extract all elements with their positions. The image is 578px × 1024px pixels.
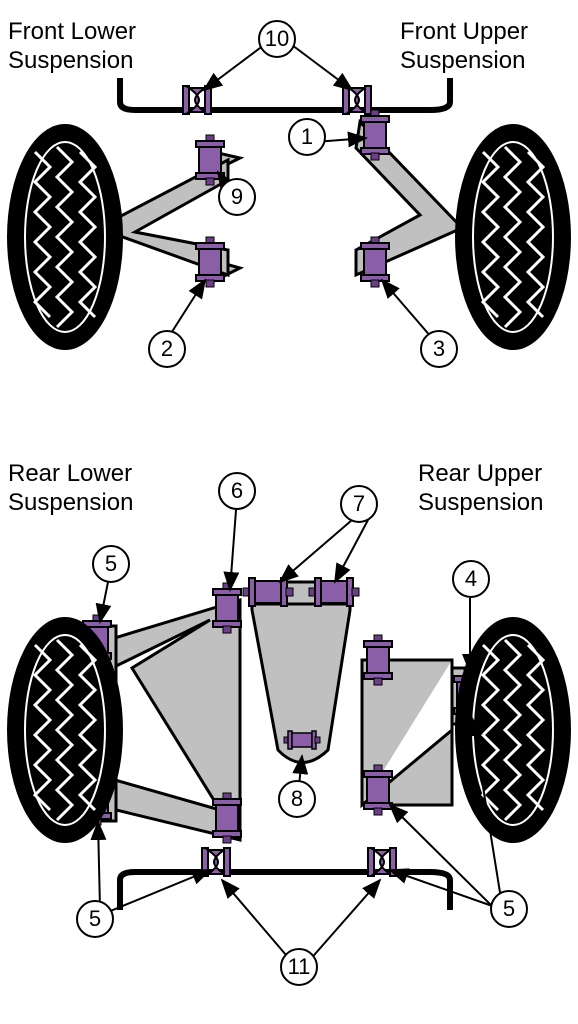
- callout-2: 2: [148, 330, 186, 368]
- front-bar-bush-left: [183, 86, 211, 114]
- rear-bar: [120, 872, 450, 910]
- callout-4: 4: [452, 560, 490, 598]
- rear-lower-in-bot: [213, 793, 241, 843]
- callout-arrows: [98, 42, 502, 962]
- rear-tire-right: [455, 617, 571, 843]
- front-upper-bush-top: [361, 110, 389, 160]
- front-tire-right: [455, 124, 571, 350]
- rear-upper-in-bot: [364, 765, 392, 815]
- callout-3: 3: [420, 330, 458, 368]
- front-tire-left: [7, 124, 123, 350]
- callout-6: 6: [218, 472, 256, 510]
- rear-diff-bush-left: [243, 578, 293, 606]
- callout-5c: 5: [490, 890, 528, 928]
- callout-1: 1: [288, 118, 326, 156]
- callout-7: 7: [340, 485, 378, 523]
- rear-lower-in-top: [213, 583, 241, 633]
- callout-10: 10: [258, 20, 296, 58]
- rear-bar-bush-right: [368, 848, 396, 876]
- callout-8: 8: [278, 780, 316, 818]
- rear-tire-left: [7, 617, 123, 843]
- rear-diff-bush-right: [309, 578, 359, 606]
- callout-5a: 5: [92, 545, 130, 583]
- callout-5b: 5: [76, 900, 114, 938]
- rear-upper-in-top: [364, 635, 392, 685]
- front-upper-bush-bottom: [361, 237, 389, 287]
- callout-11: 11: [280, 948, 318, 986]
- rear-center-bush: [284, 731, 320, 749]
- front-bar: [120, 78, 450, 110]
- diagram-canvas: [0, 0, 578, 1024]
- front-lower-bush-top: [196, 135, 224, 185]
- callout-9: 9: [218, 178, 256, 216]
- front-lower-bush-bottom: [196, 237, 224, 287]
- front-bar-bush-right: [343, 86, 371, 114]
